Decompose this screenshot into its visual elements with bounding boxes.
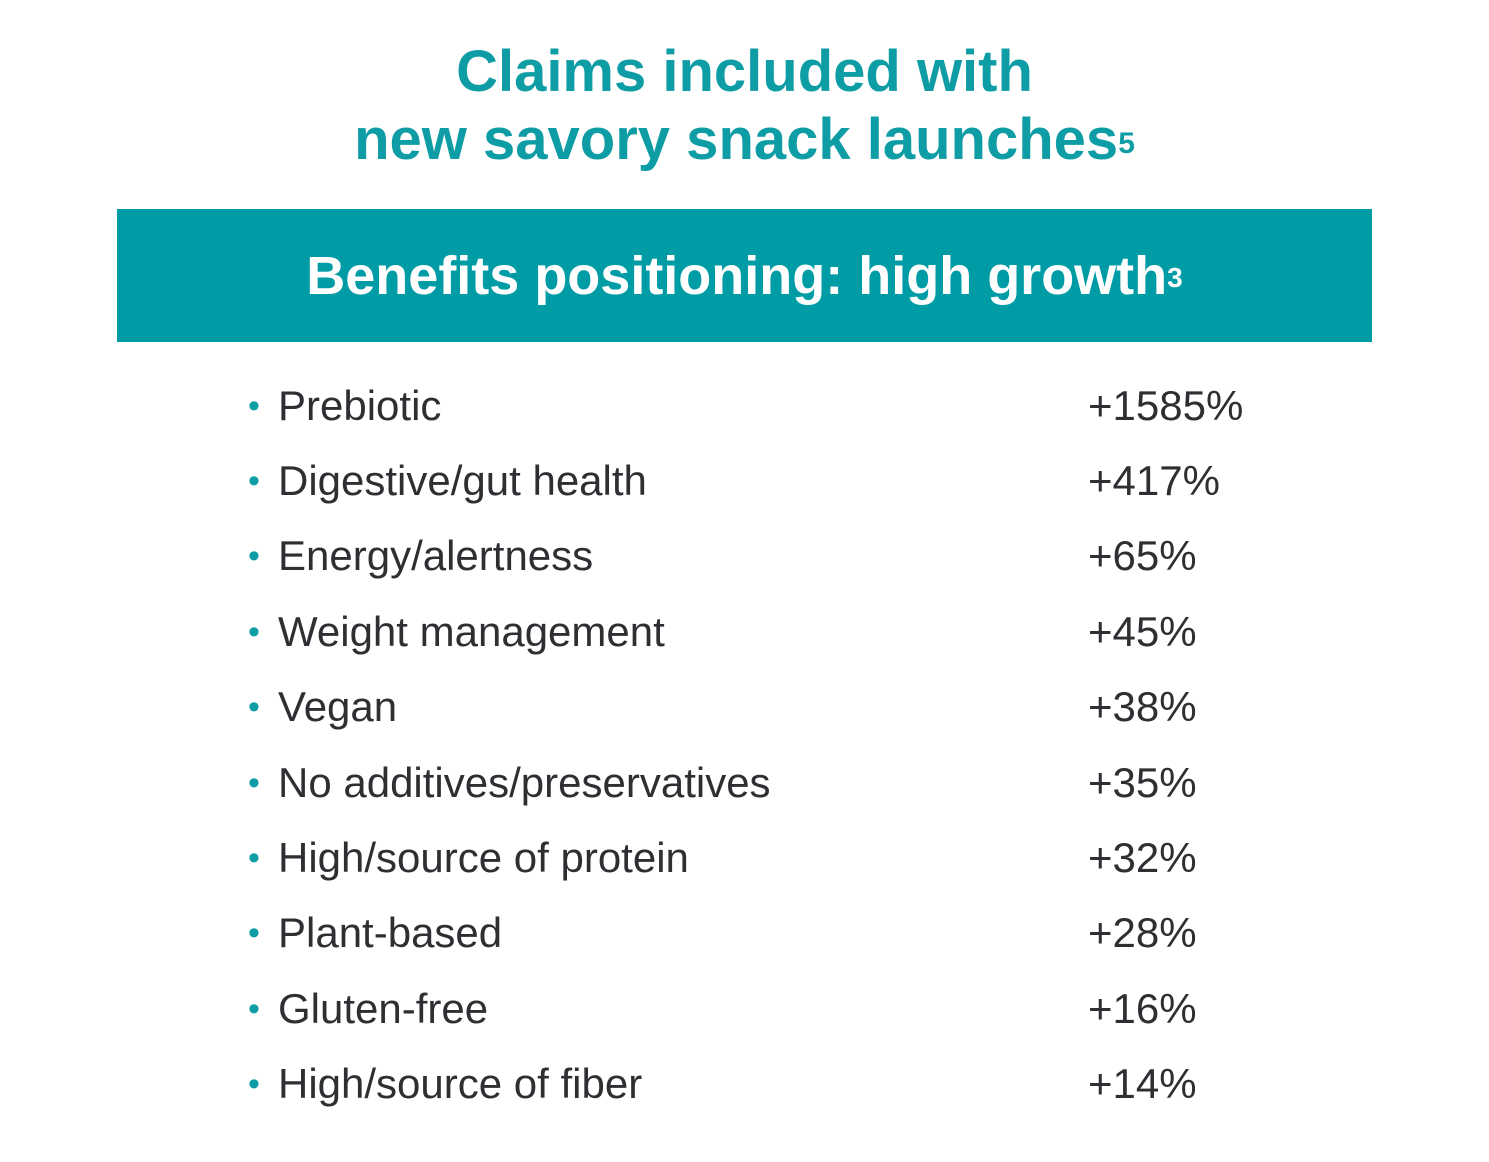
bullet-icon: • (248, 462, 260, 501)
banner-heading-text: Benefits positioning: high growth (306, 245, 1168, 306)
claim-label: High/source of protein (278, 834, 689, 882)
title-line-2: new savory snack launches5 (0, 106, 1489, 174)
claim-label: Weight management (278, 607, 665, 655)
claim-growth-value: +16% (1088, 984, 1197, 1032)
bullet-icon: • (248, 839, 260, 878)
list-item: • Energy/alertness +65% (248, 519, 1298, 594)
bullet-icon: • (248, 914, 260, 953)
title-line-1: Claims included with (456, 39, 1033, 104)
banner-heading: Benefits positioning: high growth3 (306, 246, 1182, 306)
claim-label: No additives/preservatives (278, 758, 771, 806)
section-banner: Benefits positioning: high growth3 (117, 209, 1372, 342)
claims-list: • Prebiotic +1585% • Digestive/gut healt… (248, 368, 1298, 1122)
claim-growth-value: +38% (1088, 683, 1197, 731)
bullet-icon: • (248, 1065, 260, 1104)
claim-label: Plant-based (278, 909, 503, 957)
claim-growth-value: +35% (1088, 758, 1197, 806)
claim-label: Vegan (278, 683, 398, 731)
bullet-icon: • (248, 989, 260, 1028)
page-title: Claims included with new savory snack la… (0, 38, 1489, 174)
list-item: • Plant-based +28% (248, 896, 1298, 971)
claim-label: High/source of fiber (278, 1060, 643, 1108)
bullet-icon: • (248, 386, 260, 425)
claim-label: Gluten-free (278, 984, 489, 1032)
list-item: • No additives/preservatives +35% (248, 745, 1298, 820)
claim-growth-value: +32% (1088, 834, 1197, 882)
bullet-icon: • (248, 537, 260, 576)
title-footnote: 5 (1118, 127, 1135, 160)
claim-growth-value: +1585% (1088, 381, 1244, 429)
bullet-icon: • (248, 763, 260, 802)
bullet-icon: • (248, 688, 260, 727)
bullet-icon: • (248, 612, 260, 651)
claim-growth-value: +417% (1088, 457, 1220, 505)
claim-label: Energy/alertness (278, 532, 594, 580)
claim-growth-value: +28% (1088, 909, 1197, 957)
claim-growth-value: +45% (1088, 607, 1197, 655)
claim-label: Prebiotic (278, 381, 442, 429)
list-item: • High/source of protein +32% (248, 820, 1298, 895)
claim-growth-value: +65% (1088, 532, 1197, 580)
list-item: • Digestive/gut health +417% (248, 443, 1298, 518)
list-item: • Vegan +38% (248, 670, 1298, 745)
banner-footnote: 3 (1167, 261, 1183, 293)
list-item: • Weight management +45% (248, 594, 1298, 669)
list-item: • High/source of fiber +14% (248, 1047, 1298, 1122)
claim-growth-value: +14% (1088, 1060, 1197, 1108)
list-item: • Prebiotic +1585% (248, 368, 1298, 443)
list-item: • Gluten-free +16% (248, 971, 1298, 1046)
claim-label: Digestive/gut health (278, 457, 647, 505)
title-line-2-text: new savory snack launches (354, 107, 1119, 172)
